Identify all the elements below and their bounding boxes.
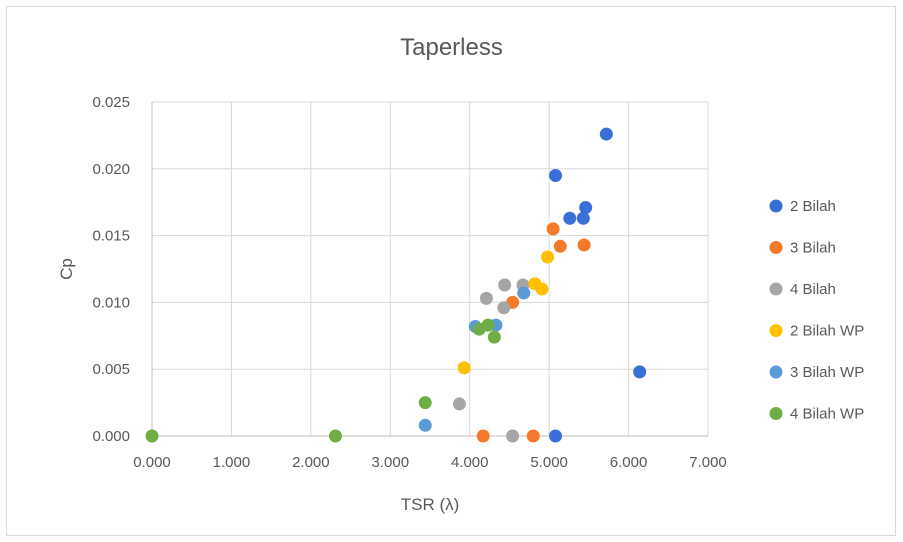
data-point-series-2 <box>553 239 567 253</box>
chart-frame <box>6 6 896 536</box>
x-tick-label: 2.000 <box>292 454 330 471</box>
chart-title: Taperless <box>400 34 503 61</box>
legend: 2 Bilah 3 Bilah 4 Bilah 2 Bilah WP 3 Bilah W… <box>769 198 864 423</box>
legend-marker-5 <box>769 365 783 379</box>
x-tick-label: 3.000 <box>372 454 410 471</box>
data-point-series-4 <box>457 361 471 375</box>
data-point-series-2 <box>546 222 560 236</box>
x-tick-label: 6.000 <box>610 454 648 471</box>
data-point-series-3 <box>498 278 512 292</box>
y-tick-label: 0.020 <box>92 161 130 178</box>
legend-marker-1 <box>769 199 783 213</box>
y-tick-label: 0.005 <box>92 361 130 378</box>
legend-marker-4 <box>769 324 783 337</box>
data-point-series-1 <box>548 168 562 182</box>
legend-marker-2 <box>769 241 783 254</box>
data-point-series-4 <box>535 282 549 296</box>
x-axis-title: TSR (λ) <box>401 495 460 514</box>
data-point-series-3 <box>452 397 466 411</box>
data-point-series-4 <box>541 250 555 264</box>
y-tick-label: 0.010 <box>92 294 130 311</box>
y-tick-label: 0.000 <box>92 428 130 445</box>
data-point-series-6 <box>418 396 432 410</box>
legend-label-2: 3 Bilah <box>790 240 836 257</box>
data-point-series-5 <box>418 418 432 432</box>
data-point-series-2 <box>577 238 591 252</box>
x-tick-label: 1.000 <box>213 454 251 471</box>
data-point-series-6 <box>481 318 495 332</box>
axes: 0.000 0.005 0.010 0.015 0.020 0.025 0.000 1.000… <box>92 94 726 471</box>
data-point-series-5 <box>517 286 531 300</box>
data-point-series-3 <box>497 301 511 315</box>
data-point-series-3 <box>506 429 520 443</box>
legend-label-6: 4 Bilah WP <box>790 406 864 423</box>
legend-label-4: 2 Bilah WP <box>790 323 864 340</box>
data-point-series-6 <box>487 330 501 344</box>
data-point-series-1 <box>579 201 593 215</box>
data-point-series-1 <box>633 365 647 379</box>
data-point-series-1 <box>576 211 590 225</box>
data-point-series-1 <box>548 429 562 443</box>
data-point-series-6 <box>145 429 159 443</box>
y-tick-label: 0.025 <box>92 94 130 111</box>
x-tick-label: 4.000 <box>451 454 489 471</box>
legend-label-3: 4 Bilah <box>790 281 836 298</box>
data-point-series-2 <box>476 429 490 443</box>
data-point-series-1 <box>563 211 577 225</box>
data-point-series-1 <box>599 127 613 141</box>
gridlines <box>152 101 709 436</box>
legend-label-1: 2 Bilah <box>790 198 836 215</box>
legend-marker-6 <box>769 407 783 420</box>
data-point-series-2 <box>526 429 540 443</box>
x-tick-label: 7.000 <box>689 454 727 471</box>
legend-label-5: 3 Bilah WP <box>790 364 864 381</box>
data-point-series-6 <box>328 429 342 443</box>
legend-marker-3 <box>769 282 783 296</box>
x-tick-label: 5.000 <box>530 454 568 471</box>
x-tick-label: 0.000 <box>133 454 171 471</box>
y-axis-title: Cp <box>57 258 76 280</box>
data-points <box>145 127 647 443</box>
data-point-series-3 <box>479 291 493 305</box>
y-tick-label: 0.015 <box>92 228 130 245</box>
